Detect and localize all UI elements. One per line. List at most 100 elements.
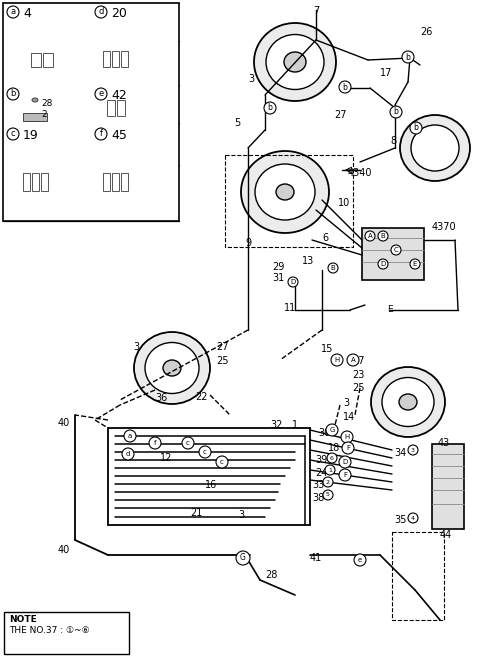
Text: 40: 40 [58,545,70,555]
Text: e: e [358,557,362,563]
Text: D: D [380,261,385,267]
Circle shape [149,437,161,449]
Circle shape [341,431,353,443]
Text: G: G [240,553,246,563]
Bar [121,173,128,191]
Text: 29: 29 [272,262,284,272]
Circle shape [7,128,19,140]
Circle shape [339,81,351,93]
Ellipse shape [241,151,329,233]
Circle shape [331,354,343,366]
Text: 21: 21 [190,508,203,518]
Bar [121,51,128,67]
Ellipse shape [134,332,210,404]
Text: 11: 11 [284,303,296,313]
Text: 41: 41 [310,553,322,563]
Text: b: b [414,124,419,132]
Text: 3: 3 [133,342,139,352]
Text: 4370: 4370 [432,222,456,232]
Bar [23,113,47,121]
Circle shape [182,437,194,449]
Text: f: f [99,130,103,138]
Text: 8: 8 [390,136,396,146]
Text: 23: 23 [352,370,364,380]
Bar [117,100,125,116]
Text: 18: 18 [328,443,340,453]
Text: b: b [394,107,398,116]
Text: 19: 19 [23,129,39,142]
Bar [362,228,424,280]
Text: 1: 1 [292,420,298,430]
Text: B: B [381,233,385,239]
Text: 3: 3 [343,398,349,408]
Text: D: D [290,279,296,285]
Text: 3: 3 [248,74,254,84]
Ellipse shape [145,343,199,393]
Text: f: f [154,440,156,446]
Ellipse shape [266,34,324,89]
Ellipse shape [371,367,445,437]
Bar [103,51,110,67]
Text: 2: 2 [326,480,330,484]
Text: 6: 6 [322,233,328,243]
Circle shape [264,102,276,114]
Text: B: B [331,265,336,271]
Circle shape [378,259,388,269]
Circle shape [216,456,228,468]
Text: 6: 6 [330,455,334,461]
Text: 27: 27 [334,110,347,120]
Circle shape [410,122,422,134]
Circle shape [7,88,19,100]
Circle shape [365,231,375,241]
Ellipse shape [382,378,434,426]
Text: c: c [11,130,15,138]
Text: F: F [346,445,350,451]
Text: 40: 40 [58,418,70,428]
Text: 5: 5 [326,492,330,497]
Text: 45: 45 [111,129,127,142]
Text: 10: 10 [338,198,350,208]
Text: d: d [98,7,104,16]
Bar [31,53,41,67]
Ellipse shape [399,394,417,410]
Bar [103,173,110,191]
Text: 3: 3 [238,510,244,520]
Circle shape [326,424,338,436]
Text: 27: 27 [352,356,364,366]
Text: 24: 24 [315,468,327,478]
Text: 28: 28 [41,99,52,108]
Text: 33: 33 [312,480,324,490]
Circle shape [95,88,107,100]
Bar [107,100,115,116]
Text: 9: 9 [245,238,251,248]
Circle shape [354,554,366,566]
Text: G: G [329,427,335,433]
Bar [225,155,353,247]
Circle shape [339,469,351,481]
Circle shape [236,551,250,565]
Text: D: D [342,459,348,465]
Text: 14: 14 [343,412,355,422]
Circle shape [402,51,414,63]
Circle shape [339,456,351,468]
Text: 2: 2 [41,110,47,119]
Text: C: C [394,247,398,253]
Ellipse shape [276,184,294,200]
Text: a: a [128,433,132,439]
Text: 3: 3 [411,447,415,453]
Circle shape [378,231,388,241]
Circle shape [122,448,134,460]
Circle shape [323,490,333,500]
Ellipse shape [254,23,336,101]
Circle shape [342,442,354,454]
Text: 16: 16 [205,480,217,490]
Text: 25: 25 [352,383,364,393]
Bar [432,444,464,529]
Text: 35: 35 [394,515,407,525]
Text: NOTE: NOTE [9,615,37,624]
Text: 4: 4 [23,7,31,20]
Text: b: b [406,53,410,61]
Circle shape [323,477,333,487]
Bar [4,612,129,654]
Circle shape [95,6,107,18]
